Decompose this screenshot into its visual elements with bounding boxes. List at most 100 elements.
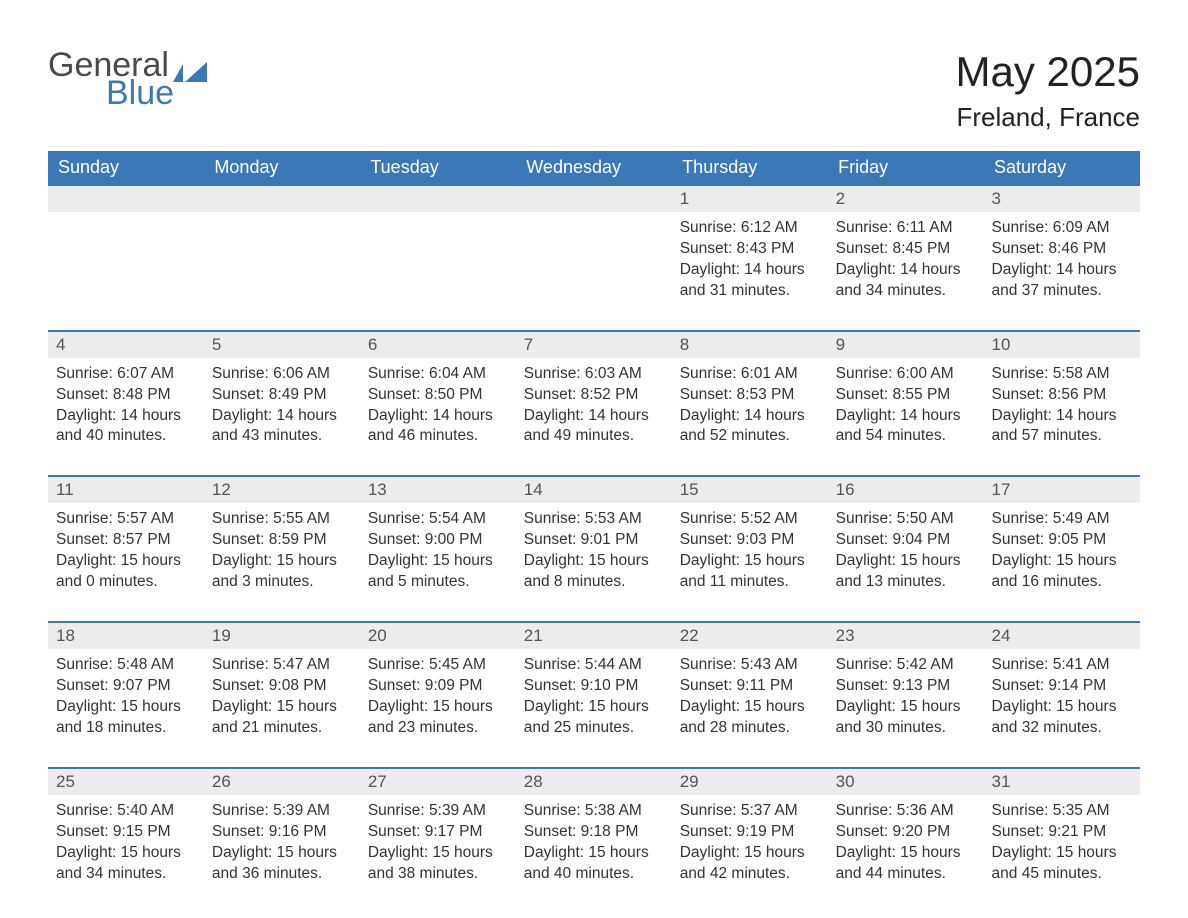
calendar-cell: 6Sunrise: 6:04 AMSunset: 8:50 PMDaylight… [360, 331, 516, 477]
day-number: 22 [672, 623, 828, 649]
daylight-line-2: and 30 minutes. [836, 718, 976, 739]
day-body: Sunrise: 5:47 AMSunset: 9:08 PMDaylight:… [204, 649, 360, 767]
day-body: Sunrise: 6:06 AMSunset: 8:49 PMDaylight:… [204, 358, 360, 476]
daylight-line-1: Daylight: 15 hours [992, 551, 1132, 572]
day-body: Sunrise: 6:07 AMSunset: 8:48 PMDaylight:… [48, 358, 204, 476]
sunrise-line: Sunrise: 5:40 AM [56, 801, 196, 822]
empty-daybody [204, 212, 360, 322]
empty-daybody [48, 212, 204, 322]
sunset-line: Sunset: 8:55 PM [836, 385, 976, 406]
sunset-line: Sunset: 9:00 PM [368, 530, 508, 551]
sunrise-line: Sunrise: 6:12 AM [680, 218, 820, 239]
day-body: Sunrise: 5:52 AMSunset: 9:03 PMDaylight:… [672, 503, 828, 621]
daylight-line-1: Daylight: 15 hours [836, 843, 976, 864]
daylight-line-2: and 38 minutes. [368, 864, 508, 885]
day-body: Sunrise: 5:55 AMSunset: 8:59 PMDaylight:… [204, 503, 360, 621]
sunrise-line: Sunrise: 5:39 AM [212, 801, 352, 822]
sunrise-line: Sunrise: 5:55 AM [212, 509, 352, 530]
empty-daynum [360, 186, 516, 212]
sunrise-line: Sunrise: 6:01 AM [680, 364, 820, 385]
calendar-table: SundayMondayTuesdayWednesdayThursdayFrid… [48, 151, 1140, 912]
day-number: 9 [828, 332, 984, 358]
calendar-cell: 12Sunrise: 5:55 AMSunset: 8:59 PMDayligh… [204, 476, 360, 622]
logo: General Blue [48, 48, 207, 110]
day-body: Sunrise: 5:38 AMSunset: 9:18 PMDaylight:… [516, 795, 672, 913]
sunrise-line: Sunrise: 5:53 AM [524, 509, 664, 530]
calendar-cell: 18Sunrise: 5:48 AMSunset: 9:07 PMDayligh… [48, 622, 204, 768]
daylight-line-1: Daylight: 15 hours [212, 843, 352, 864]
day-body: Sunrise: 5:53 AMSunset: 9:01 PMDaylight:… [516, 503, 672, 621]
daylight-line-2: and 44 minutes. [836, 864, 976, 885]
calendar-cell: 21Sunrise: 5:44 AMSunset: 9:10 PMDayligh… [516, 622, 672, 768]
daylight-line-1: Daylight: 15 hours [368, 843, 508, 864]
logo-word-blue: Blue [106, 76, 207, 110]
sunset-line: Sunset: 9:03 PM [680, 530, 820, 551]
day-header: Saturday [984, 151, 1140, 185]
daylight-line-1: Daylight: 14 hours [56, 406, 196, 427]
daylight-line-2: and 28 minutes. [680, 718, 820, 739]
sunrise-line: Sunrise: 6:04 AM [368, 364, 508, 385]
daylight-line-2: and 31 minutes. [680, 281, 820, 302]
calendar-cell: 23Sunrise: 5:42 AMSunset: 9:13 PMDayligh… [828, 622, 984, 768]
day-body: Sunrise: 5:48 AMSunset: 9:07 PMDaylight:… [48, 649, 204, 767]
sunset-line: Sunset: 9:17 PM [368, 822, 508, 843]
day-number: 3 [984, 186, 1140, 212]
calendar-cell: 7Sunrise: 6:03 AMSunset: 8:52 PMDaylight… [516, 331, 672, 477]
daylight-line-2: and 16 minutes. [992, 572, 1132, 593]
calendar-cell: 15Sunrise: 5:52 AMSunset: 9:03 PMDayligh… [672, 476, 828, 622]
day-number: 30 [828, 769, 984, 795]
calendar-week-row: 18Sunrise: 5:48 AMSunset: 9:07 PMDayligh… [48, 622, 1140, 768]
sunset-line: Sunset: 9:14 PM [992, 676, 1132, 697]
daylight-line-1: Daylight: 15 hours [680, 697, 820, 718]
daylight-line-2: and 45 minutes. [992, 864, 1132, 885]
daylight-line-2: and 40 minutes. [524, 864, 664, 885]
empty-daybody [360, 212, 516, 322]
calendar-cell: 3Sunrise: 6:09 AMSunset: 8:46 PMDaylight… [984, 185, 1140, 331]
calendar-cell: 26Sunrise: 5:39 AMSunset: 9:16 PMDayligh… [204, 768, 360, 913]
sunrise-line: Sunrise: 5:45 AM [368, 655, 508, 676]
sunset-line: Sunset: 9:11 PM [680, 676, 820, 697]
calendar-cell: 19Sunrise: 5:47 AMSunset: 9:08 PMDayligh… [204, 622, 360, 768]
daylight-line-1: Daylight: 14 hours [992, 260, 1132, 281]
daylight-line-1: Daylight: 14 hours [368, 406, 508, 427]
day-header: Wednesday [516, 151, 672, 185]
daylight-line-2: and 49 minutes. [524, 426, 664, 447]
daylight-line-1: Daylight: 15 hours [524, 551, 664, 572]
day-body: Sunrise: 5:39 AMSunset: 9:16 PMDaylight:… [204, 795, 360, 913]
calendar-week-row: 4Sunrise: 6:07 AMSunset: 8:48 PMDaylight… [48, 331, 1140, 477]
daylight-line-2: and 37 minutes. [992, 281, 1132, 302]
daylight-line-1: Daylight: 15 hours [992, 697, 1132, 718]
day-number: 18 [48, 623, 204, 649]
daylight-line-1: Daylight: 15 hours [836, 697, 976, 718]
page-header: General Blue May 2025 Freland, France [48, 48, 1140, 133]
sunset-line: Sunset: 9:09 PM [368, 676, 508, 697]
calendar-cell: 2Sunrise: 6:11 AMSunset: 8:45 PMDaylight… [828, 185, 984, 331]
sunset-line: Sunset: 8:48 PM [56, 385, 196, 406]
sunset-line: Sunset: 8:49 PM [212, 385, 352, 406]
day-body: Sunrise: 5:57 AMSunset: 8:57 PMDaylight:… [48, 503, 204, 621]
sunset-line: Sunset: 9:07 PM [56, 676, 196, 697]
sunset-line: Sunset: 9:20 PM [836, 822, 976, 843]
daylight-line-2: and 46 minutes. [368, 426, 508, 447]
day-header: Monday [204, 151, 360, 185]
sunset-line: Sunset: 8:43 PM [680, 239, 820, 260]
day-body: Sunrise: 5:39 AMSunset: 9:17 PMDaylight:… [360, 795, 516, 913]
calendar-cell: 31Sunrise: 5:35 AMSunset: 9:21 PMDayligh… [984, 768, 1140, 913]
day-number: 13 [360, 477, 516, 503]
sunrise-line: Sunrise: 5:36 AM [836, 801, 976, 822]
day-body: Sunrise: 5:42 AMSunset: 9:13 PMDaylight:… [828, 649, 984, 767]
day-header: Thursday [672, 151, 828, 185]
calendar-cell: 13Sunrise: 5:54 AMSunset: 9:00 PMDayligh… [360, 476, 516, 622]
sunset-line: Sunset: 9:13 PM [836, 676, 976, 697]
day-body: Sunrise: 5:40 AMSunset: 9:15 PMDaylight:… [48, 795, 204, 913]
daylight-line-1: Daylight: 15 hours [56, 843, 196, 864]
calendar-cell: 17Sunrise: 5:49 AMSunset: 9:05 PMDayligh… [984, 476, 1140, 622]
day-number: 28 [516, 769, 672, 795]
empty-daynum [48, 186, 204, 212]
day-number: 29 [672, 769, 828, 795]
day-number: 2 [828, 186, 984, 212]
sunrise-line: Sunrise: 5:49 AM [992, 509, 1132, 530]
sunrise-line: Sunrise: 6:09 AM [992, 218, 1132, 239]
sunset-line: Sunset: 8:56 PM [992, 385, 1132, 406]
daylight-line-1: Daylight: 14 hours [680, 260, 820, 281]
